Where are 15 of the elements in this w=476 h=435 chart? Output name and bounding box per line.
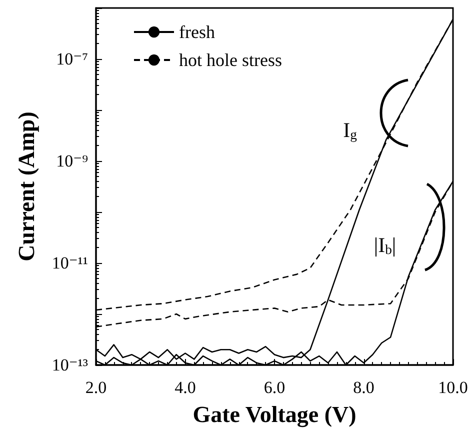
- x-tick-label: 2.0: [85, 378, 107, 397]
- y-tick-label: 10⁻¹¹: [52, 254, 88, 272]
- annotation: |Ib|: [374, 233, 396, 258]
- legend-label: fresh: [179, 22, 215, 42]
- x-tick-label: 8.0: [353, 378, 374, 397]
- y-tick-label: 10⁻¹³: [52, 356, 88, 374]
- y-tick-label: 10⁻⁷: [56, 50, 88, 68]
- y-axis-title: Current (Amp): [14, 112, 39, 262]
- annotation: Ig: [343, 118, 358, 142]
- x-tick-label: 4.0: [174, 378, 196, 397]
- y-tick-label: 10⁻⁹: [56, 152, 88, 170]
- x-tick-label: 6.0: [264, 378, 286, 397]
- x-axis-title: Gate Voltage (V): [192, 402, 356, 428]
- legend-label: hot hole stress: [179, 50, 282, 70]
- x-tick-label: 10.0: [438, 378, 468, 397]
